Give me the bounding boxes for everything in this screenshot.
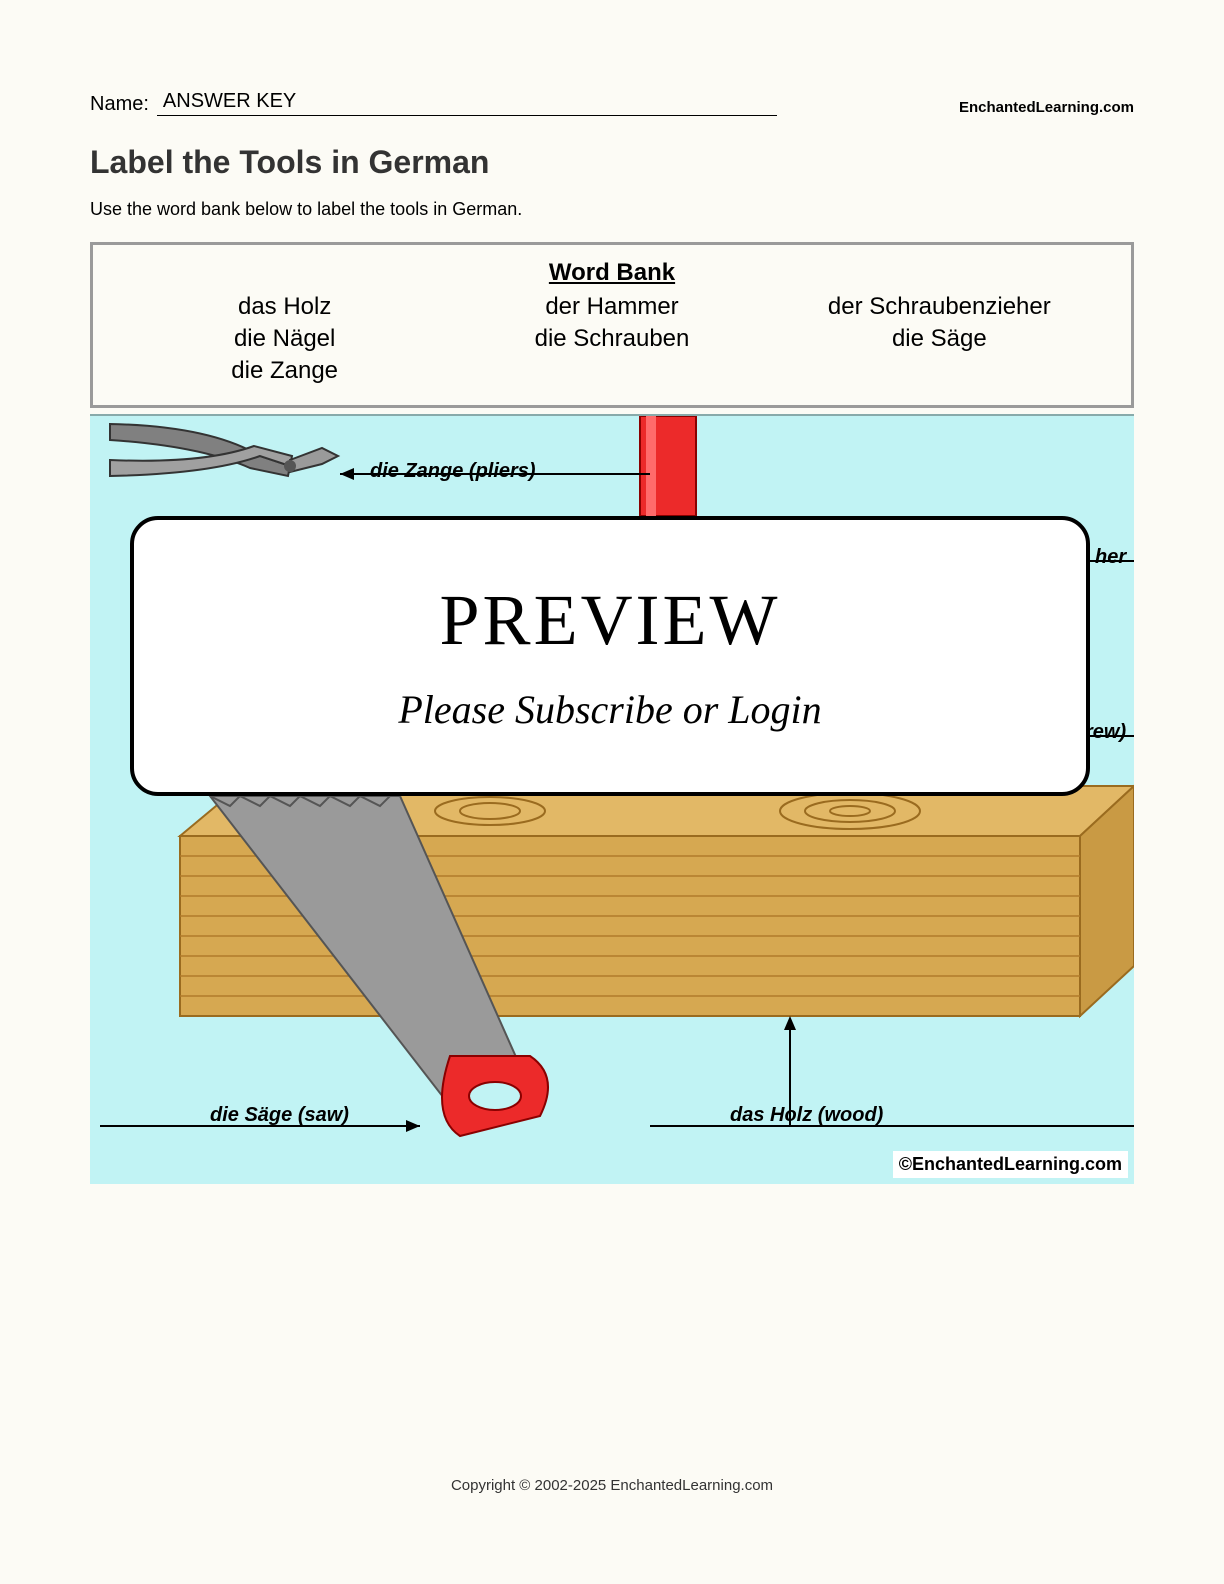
wordbank-item: die Zange (121, 357, 448, 385)
wordbank-item: der Schraubenzieher (776, 293, 1103, 321)
page-title: Label the Tools in German (90, 144, 1134, 181)
instructions: Use the word bank below to label the too… (90, 199, 1134, 220)
name-label: Name: (90, 93, 149, 116)
wordbank-item: die Schrauben (448, 325, 775, 353)
hammer-icon (640, 416, 696, 516)
wordbank-item (776, 357, 1103, 385)
label-screwdriver-hint: her (1095, 546, 1126, 569)
wordbank-item (448, 357, 775, 385)
label-pliers: die Zange (pliers) (370, 460, 536, 483)
label-saw: die Säge (saw) (210, 1104, 349, 1127)
preview-overlay: PREVIEW Please Subscribe or Login (130, 516, 1090, 796)
wordbank-item: die Säge (776, 325, 1103, 353)
wordbank-item: das Holz (121, 293, 448, 321)
footer-copyright: Copyright © 2002-2025 EnchantedLearning.… (0, 1477, 1224, 1494)
pliers-icon (110, 424, 338, 476)
wordbank-grid: das Holz der Hammer der Schraubenzieher … (121, 293, 1103, 385)
header-row: Name: ANSWER KEY EnchantedLearning.com (90, 90, 1134, 116)
wordbank: Word Bank das Holz der Hammer der Schrau… (90, 242, 1134, 408)
name-value: ANSWER KEY (157, 90, 777, 116)
diagram: die Zange (pliers) die Säge (saw) das Ho… (90, 414, 1134, 1184)
wordbank-item: die Nägel (121, 325, 448, 353)
diagram-copyright: ©EnchantedLearning.com (893, 1151, 1128, 1178)
label-screw-hint: rew) (1085, 721, 1126, 744)
wordbank-title: Word Bank (121, 259, 1103, 287)
name-line: Name: ANSWER KEY (90, 90, 777, 116)
wordbank-item: der Hammer (448, 293, 775, 321)
overlay-subtitle: Please Subscribe or Login (398, 686, 821, 733)
site-name: EnchantedLearning.com (959, 99, 1134, 116)
label-wood: das Holz (wood) (730, 1104, 883, 1127)
overlay-title: PREVIEW (440, 579, 781, 662)
